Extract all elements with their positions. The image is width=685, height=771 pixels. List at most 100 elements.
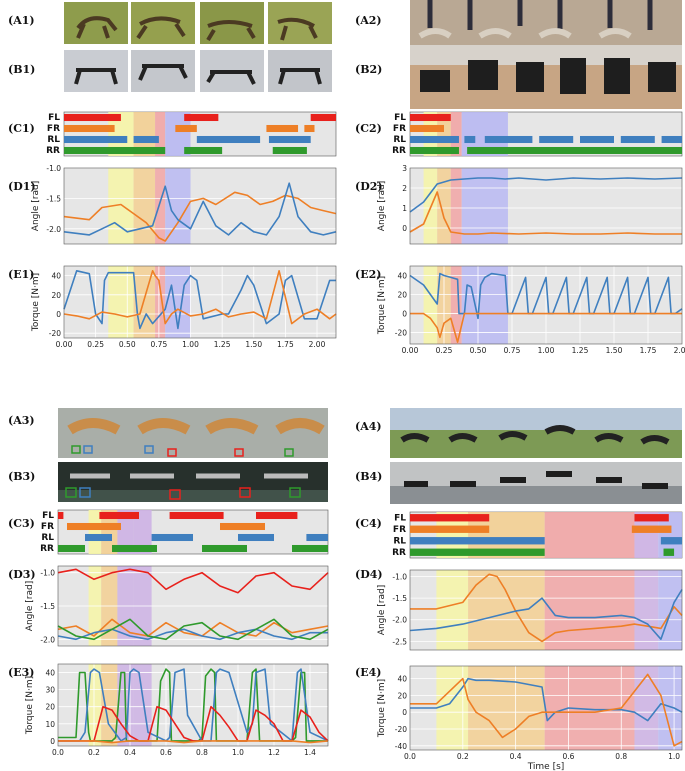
plot-e1: 40 20 0 -20 0.00 0.25 0.50 0.75 1.00 1.25 1.50 1.75…: [31, 265, 337, 349]
y-tick-label: 20: [45, 703, 55, 712]
leg-label-rr: RR: [46, 146, 60, 156]
label-b2: (B2): [355, 63, 382, 76]
stance-bar-rl: [85, 533, 112, 542]
x-tick-label: 0.00: [402, 346, 419, 355]
series-line-rl: [63, 269, 336, 330]
y-tick-label: 20: [51, 291, 61, 300]
x-tick-label: 0.50: [470, 346, 487, 355]
x-tick-label: 0.4: [124, 748, 136, 757]
y-tick-label: -1.0: [392, 572, 407, 581]
phase-band: [133, 112, 156, 156]
series-line-rl: [57, 628, 328, 641]
x-tick-label: 1.2: [268, 748, 280, 757]
x-tick-label: 1.0: [232, 748, 244, 757]
y-axis-label: Angle [rad]: [377, 585, 387, 635]
stance-bar-rl: [306, 533, 328, 542]
x-tick-label: 0.6: [562, 752, 574, 761]
stance-bar-rl: [133, 135, 159, 144]
y-tick-label: -1.5: [46, 194, 61, 203]
y-tick-label: -20: [395, 725, 407, 734]
label-e3: (E3): [8, 666, 34, 679]
phase-band: [634, 570, 659, 650]
leg-label-fr: FR: [47, 124, 60, 134]
x-tick-label: 0.2: [88, 748, 100, 757]
stance-bar-rl: [464, 135, 476, 144]
stance-bar-rl: [484, 135, 533, 144]
series-line-fl: [57, 568, 329, 594]
plot-frame: [409, 569, 683, 651]
x-tick-label: 1.75: [277, 340, 294, 349]
y-axis-label: Angle [rad]: [377, 181, 387, 231]
phase-band: [461, 112, 478, 156]
leg-label-rr: RR: [392, 146, 406, 156]
series-line-rl: [409, 589, 683, 641]
y-axis-label: Angle [rad]: [31, 181, 41, 231]
stance-bar-rl: [661, 135, 682, 144]
phase-band: [101, 510, 118, 554]
x-tick-label: 0.00: [56, 340, 73, 349]
series-line-rl: [409, 177, 683, 213]
y-tick-label: 0: [402, 224, 407, 233]
x-tick-label: 2.00: [309, 340, 326, 349]
label-e2: (E2): [355, 268, 381, 281]
leg-label-fr: FR: [41, 522, 54, 532]
stance-bar-rr: [58, 544, 85, 553]
series-line-fr: [410, 312, 682, 343]
phase-band: [544, 570, 635, 650]
series-line-rr: [57, 618, 329, 641]
series-line-fr: [410, 573, 683, 643]
y-axis-label: Angle [rad]: [25, 581, 35, 631]
stance-bar-rl: [196, 135, 261, 144]
stance-bar-rl: [410, 537, 545, 545]
y-tick-label: 0: [402, 310, 407, 319]
plot-d1: -1.0 -1.5 -2.0 Angle [rad]: [31, 164, 337, 245]
leg-label-fl: FL: [48, 113, 60, 123]
label-a4: (A4): [355, 420, 382, 433]
leg-label-fl: FL: [42, 511, 54, 521]
stance-bar-rr: [663, 548, 675, 556]
stance-bar-fl: [256, 511, 298, 520]
series-line-fr: [410, 673, 683, 747]
y-tick-label: -20: [395, 329, 407, 338]
stance-bar-fl: [184, 113, 219, 122]
plot-d3: -1.0 -1.5 -2.0 Angle [rad]: [25, 565, 329, 647]
leg-label-fl: FL: [394, 513, 406, 523]
photo-strip-b4: [390, 462, 682, 504]
x-tick-label: 0.4: [510, 752, 522, 761]
phase-band: [658, 512, 682, 558]
plot-frame: [409, 167, 683, 245]
x-tick-label: 0.0: [404, 752, 416, 761]
y-tick-label: -2.0: [46, 225, 61, 234]
label-c4: (C4): [355, 517, 382, 530]
x-tick-label: 0.0: [52, 748, 64, 757]
phase-band: [450, 266, 462, 344]
leg-label-fl: FL: [394, 113, 406, 123]
phase-band: [133, 168, 156, 244]
stance-bar-rr: [467, 146, 682, 155]
phase-band: [468, 570, 545, 650]
leg-label-fr: FR: [393, 525, 406, 535]
phase-band: [101, 664, 118, 746]
stance-bar-fr: [175, 124, 197, 133]
plot-frame: [409, 265, 683, 345]
stance-bar-rl: [238, 533, 274, 542]
y-tick-label: 40: [45, 669, 55, 678]
phase-band: [423, 266, 438, 344]
phase-band: [155, 266, 166, 338]
y-tick-label: 40: [51, 272, 61, 281]
phase-band: [450, 112, 462, 156]
x-axis-label: Time [s]: [527, 762, 565, 771]
x-tick-label: 0.6: [160, 748, 172, 757]
stance-bar-fr: [304, 124, 315, 133]
stance-bar-fr: [410, 525, 490, 533]
x-tick-label: 1.50: [606, 346, 623, 355]
stance-bar-rr: [410, 548, 545, 556]
y-tick-label: 0: [50, 737, 55, 746]
plot-frame: [57, 663, 329, 747]
x-tick-label: 0.75: [504, 346, 521, 355]
photo-strip-b1: [64, 50, 332, 92]
y-tick-label: -1.0: [40, 569, 55, 578]
plot-e4: 40 20 0 -20 -400.0 0.2 0.4 0.6 0.8 1.0 Torque [N·m…: [377, 665, 683, 771]
stance-bar-rl: [410, 135, 459, 144]
